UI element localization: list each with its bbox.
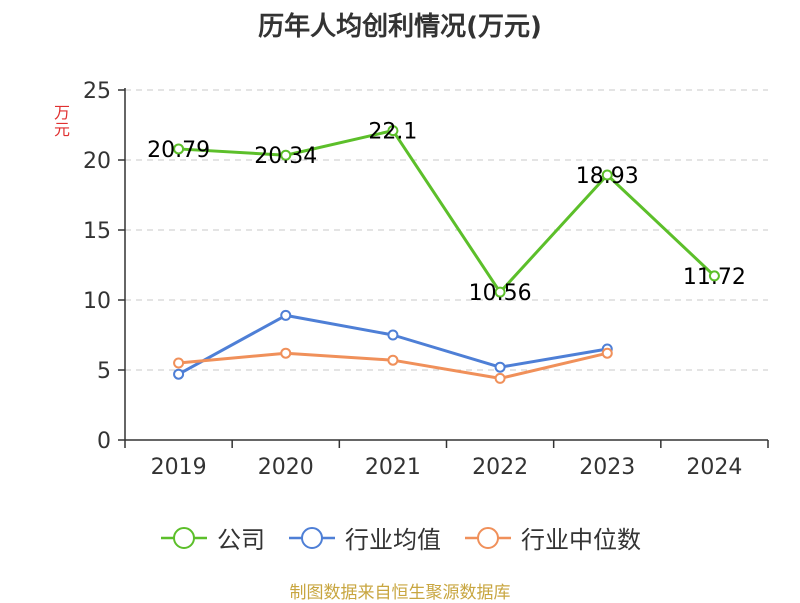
y-tick-label: 15 (83, 219, 111, 244)
source-footer: 制图数据来自恒生聚源数据库 (289, 583, 511, 603)
data-point (494, 372, 506, 384)
x-tick-label: 2019 (151, 455, 207, 480)
data-point (387, 329, 399, 341)
data-point (494, 286, 506, 298)
data-point (280, 149, 292, 161)
chart-title: 历年人均创利情况(万元) (258, 12, 542, 42)
data-point (387, 125, 399, 137)
legend-marker-icon (161, 526, 207, 549)
data-point (708, 270, 720, 282)
legend-item[interactable]: 行业中位数 (463, 520, 641, 555)
x-tick-label: 2024 (686, 455, 742, 480)
data-point (280, 309, 292, 321)
data-point (280, 347, 292, 359)
data-label: 10.56 (469, 281, 532, 306)
legend-marker-icon (289, 526, 335, 549)
y-tick-label: 10 (83, 289, 111, 314)
y-tick-label: 20 (83, 149, 111, 174)
data-label: 11.72 (683, 265, 746, 290)
data-point (173, 368, 185, 380)
legend-label: 行业均值 (345, 526, 441, 554)
legend: 公司 行业均值 行业中位数 (0, 520, 800, 555)
legend-label: 行业中位数 (521, 526, 641, 554)
data-point (387, 354, 399, 366)
data-point (601, 169, 613, 181)
legend-label: 公司 (217, 526, 265, 554)
data-point (173, 143, 185, 155)
x-tick-label: 2022 (472, 455, 528, 480)
x-tick-label: 2020 (258, 455, 314, 480)
data-point (601, 347, 613, 359)
data-label: 18.93 (576, 164, 639, 189)
x-tick-label: 2021 (365, 455, 421, 480)
y-axis-label: 万元 (51, 104, 70, 138)
x-tick-label: 2023 (579, 455, 635, 480)
y-tick-label: 0 (97, 429, 111, 454)
y-tick-label: 5 (97, 359, 111, 384)
data-label: 20.34 (254, 144, 317, 169)
legend-item[interactable]: 公司 (159, 520, 265, 555)
data-label: 22.1 (368, 120, 417, 145)
data-label: 20.79 (147, 138, 210, 163)
series-line-0 (178, 129, 716, 294)
data-point (173, 357, 185, 369)
legend-marker-icon (465, 526, 511, 549)
y-tick-label: 25 (83, 79, 111, 104)
data-point (494, 361, 506, 373)
legend-item[interactable]: 行业均值 (287, 520, 441, 555)
